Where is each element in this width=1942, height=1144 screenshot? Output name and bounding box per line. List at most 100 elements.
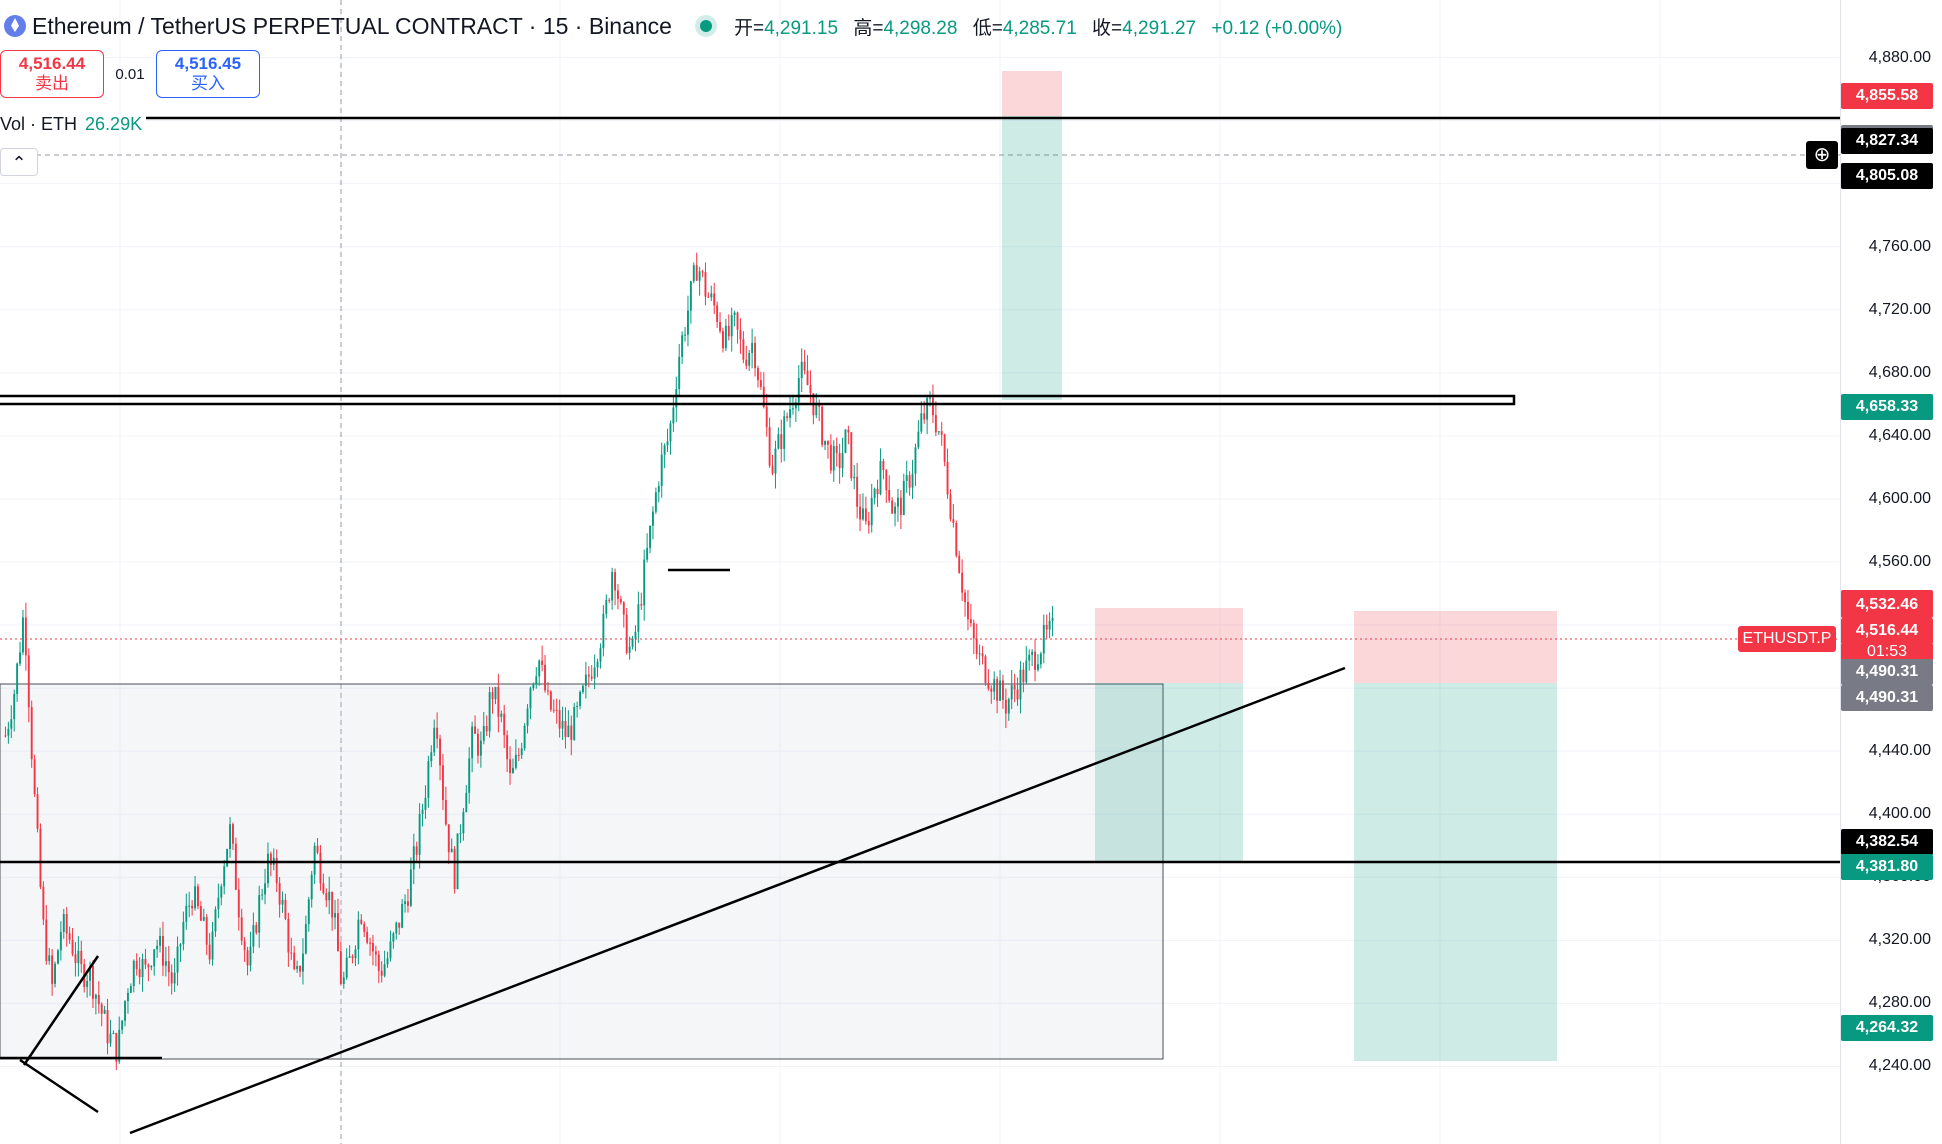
position-1-stop-zone: [1002, 71, 1062, 116]
candle-body: [870, 497, 873, 526]
candle-body: [841, 452, 844, 469]
candle-body: [287, 918, 290, 953]
buy-button[interactable]: 4,516.45 买入: [156, 50, 260, 98]
candle-body: [36, 794, 39, 829]
sell-button[interactable]: 4,516.44 卖出: [0, 50, 104, 98]
candle-body: [611, 572, 614, 601]
low-value: 4,285.71: [1002, 17, 1077, 39]
candle-body: [4, 735, 7, 737]
sell-price: 4,516.44: [18, 54, 86, 73]
candle-body: [911, 473, 914, 488]
candle-body: [1028, 654, 1031, 661]
candle-body: [45, 919, 48, 962]
candle-body: [450, 848, 453, 853]
candle-body: [339, 951, 342, 984]
candle-body: [937, 431, 940, 433]
candle-body: [602, 613, 605, 649]
candle-body: [205, 916, 208, 945]
candle-body: [549, 691, 552, 710]
candle-body: [570, 725, 573, 740]
candle-body: [929, 397, 931, 399]
candle-countdown: 01:53: [1841, 642, 1933, 661]
candle-body: [497, 686, 500, 717]
candle-body: [269, 853, 272, 865]
candle-body: [652, 511, 654, 526]
candle-body: [794, 402, 797, 409]
price-axis[interactable]: 4,880.00 4,760.00 4,720.00 4,680.00 4,640.00…: [1840, 0, 1942, 1144]
buy-label: 买入: [191, 74, 225, 93]
candle-body: [806, 370, 809, 386]
candle-body: [62, 914, 65, 932]
candle-body: [54, 963, 56, 984]
candle-body: [407, 901, 409, 906]
price-label: 4,827.34: [1841, 127, 1933, 154]
candle-body: [310, 874, 313, 900]
candle-body: [827, 440, 829, 445]
candle-body: [634, 631, 637, 639]
candle-body: [917, 431, 920, 448]
price-label: 4,855.58: [1841, 83, 1933, 110]
candle-body: [637, 604, 640, 632]
price-label: 4,264.32: [1841, 1015, 1933, 1042]
candle-body: [932, 397, 934, 416]
candle-body: [879, 461, 882, 495]
candle-body: [442, 765, 444, 800]
candle-body: [202, 916, 205, 921]
candle-body: [94, 994, 97, 999]
buy-price: 4,516.45: [174, 54, 242, 73]
candle-body: [71, 939, 74, 955]
ethereum-logo-icon: [4, 15, 26, 37]
candle-body: [1016, 689, 1019, 700]
candle-body: [191, 905, 194, 909]
candle-body: [1034, 651, 1036, 670]
candle-body: [39, 828, 42, 887]
price-label: 4,490.31: [1841, 658, 1933, 685]
candle-body: [856, 476, 859, 507]
candle-body: [372, 943, 374, 952]
add-alert-plus-icon[interactable]: ⊕: [1806, 141, 1838, 169]
candle-body: [278, 883, 281, 905]
candle-body: [759, 380, 762, 387]
candle-body: [724, 325, 727, 349]
candle-body: [319, 852, 322, 884]
candle-body: [579, 691, 581, 706]
candle-body: [389, 941, 392, 959]
close-label: 收=: [1092, 17, 1123, 39]
candle-body: [132, 960, 135, 987]
candle-body: [1004, 699, 1007, 714]
candle-body: [993, 679, 996, 692]
collapse-legend-button[interactable]: ⌃: [0, 148, 38, 176]
candle-body: [293, 952, 296, 969]
candle-body: [348, 956, 351, 958]
candle-body: [873, 488, 876, 498]
price-label: 4,381.80: [1841, 853, 1933, 880]
candle-body: [468, 758, 471, 793]
candle-body: [660, 454, 663, 487]
position-3-target-zone: [1354, 683, 1557, 1061]
price-tick-label: 4,400.00: [1868, 805, 1931, 823]
candle-body: [695, 265, 698, 281]
candle-body: [92, 965, 94, 999]
candle-body: [395, 922, 398, 934]
candle-body: [176, 946, 179, 973]
candle-body: [424, 797, 427, 810]
candle-body: [232, 824, 234, 844]
candle-body: [479, 740, 482, 756]
candle-body: [978, 653, 981, 655]
candle-body: [337, 913, 339, 952]
candle-body: [792, 408, 794, 410]
symbol-title[interactable]: Ethereum / TetherUS PERPETUAL CONTRACT ·…: [32, 12, 672, 39]
candle-body: [765, 407, 768, 428]
candle-body: [77, 950, 80, 963]
candle-body: [1019, 669, 1022, 700]
candle-body: [605, 599, 608, 614]
candle-body: [1045, 624, 1048, 630]
candle-body: [587, 674, 590, 677]
candle-body: [914, 447, 917, 474]
ohlc-values: 开=4,291.15 高=4,298.28 低=4,285.71 收=4,291…: [734, 13, 1352, 40]
candle-body: [619, 599, 622, 603]
resistance-zone-4658: [0, 394, 1516, 406]
candle-body: [952, 519, 955, 523]
candle-body: [567, 725, 570, 738]
